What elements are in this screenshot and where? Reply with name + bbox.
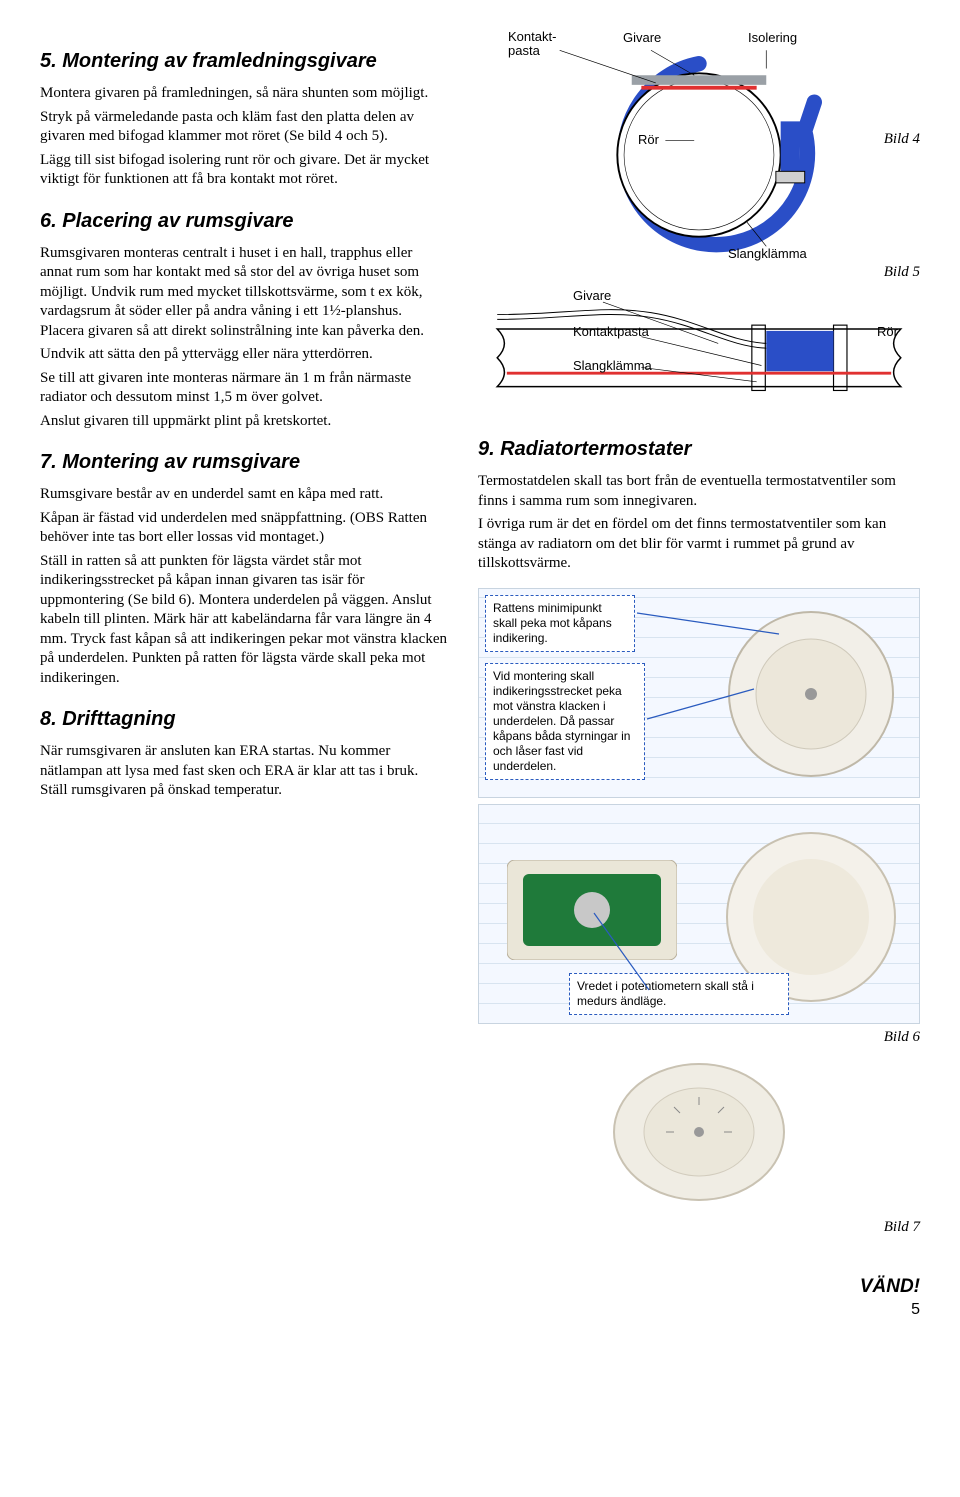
paragraph: Lägg till sist bifogad isolering runt rö…: [40, 151, 448, 190]
paragraph: När rumsgivaren är ansluten kan ERA star…: [40, 742, 448, 801]
paragraph: Kåpan är fästad vid underdelen med snäpp…: [40, 509, 448, 548]
label-kontaktpasta-side: Kontaktpasta: [573, 324, 649, 341]
paragraph: I övriga rum är det en fördel om det fin…: [478, 515, 920, 574]
paragraph: Termostatdelen skall tas bort från de ev…: [478, 472, 920, 511]
label-slangklamma: Slangklämma: [728, 246, 807, 263]
heading-section-6: 6. Placering av rumsgivare: [40, 208, 448, 234]
figure-bild-4: Kontakt-pasta Givare Isolering Rör Slang…: [478, 30, 920, 280]
label-kontaktpasta: Kontakt-pasta: [508, 30, 556, 59]
right-column: Kontakt-pasta Givare Isolering Rör Slang…: [478, 30, 920, 1245]
paragraph: Anslut givaren till uppmärkt plint på kr…: [40, 412, 448, 432]
caption-bild-6: Bild 6: [478, 1028, 920, 1048]
label-ror-side: Rör: [877, 324, 898, 341]
thermostat-product-icon: [604, 1057, 794, 1207]
pipe-side-svg: [478, 288, 920, 418]
page-number: 5: [40, 1300, 920, 1321]
paragraph: Ställ in ratten så att punkten för lägst…: [40, 552, 448, 689]
pipe-cross-section-svg: [478, 30, 920, 280]
heading-section-9: 9. Radiatortermostater: [478, 436, 920, 462]
page-footer: VÄND! 5: [40, 1275, 920, 1320]
paragraph: Stryk på värmeledande pasta och kläm fas…: [40, 108, 448, 147]
left-column: 5. Montering av framledningsgivare Monte…: [40, 30, 448, 1245]
label-isolering: Isolering: [748, 30, 797, 47]
figure-bild-5: Givare Kontaktpasta Slangklämma Rör: [478, 288, 920, 418]
figure-bild-6: Rattens minimipunkt skall peka mot kåpan…: [478, 588, 920, 1048]
caption-bild-5: Bild 5: [884, 263, 920, 283]
label-givare: Givare: [623, 30, 661, 47]
caption-bild-4: Bild 4: [884, 130, 920, 150]
paragraph: Se till att givaren inte monteras närmar…: [40, 369, 448, 408]
heading-section-7: 7. Montering av rumsgivare: [40, 449, 448, 475]
caption-bild-7: Bild 7: [478, 1218, 920, 1238]
heading-section-5: 5. Montering av framledningsgivare: [40, 48, 448, 74]
leader-lines: [479, 589, 919, 797]
leader-line-bottom: [479, 805, 919, 1023]
paragraph: Rumsgivaren monteras centralt i huset i …: [40, 244, 448, 342]
label-givare-side: Givare: [573, 288, 611, 305]
label-ror: Rör: [638, 132, 659, 149]
heading-section-8: 8. Drifttagning: [40, 706, 448, 732]
paragraph: Rumsgivare består av en underdel samt en…: [40, 485, 448, 505]
turn-page-label: VÄND!: [40, 1275, 920, 1300]
paragraph: Montera givaren på framledningen, så när…: [40, 84, 448, 104]
paragraph: Undvik att sätta den på yttervägg eller …: [40, 345, 448, 365]
figure-bild-7: Bild 7: [478, 1057, 920, 1237]
label-slangklamma-side: Slangklämma: [573, 358, 652, 375]
